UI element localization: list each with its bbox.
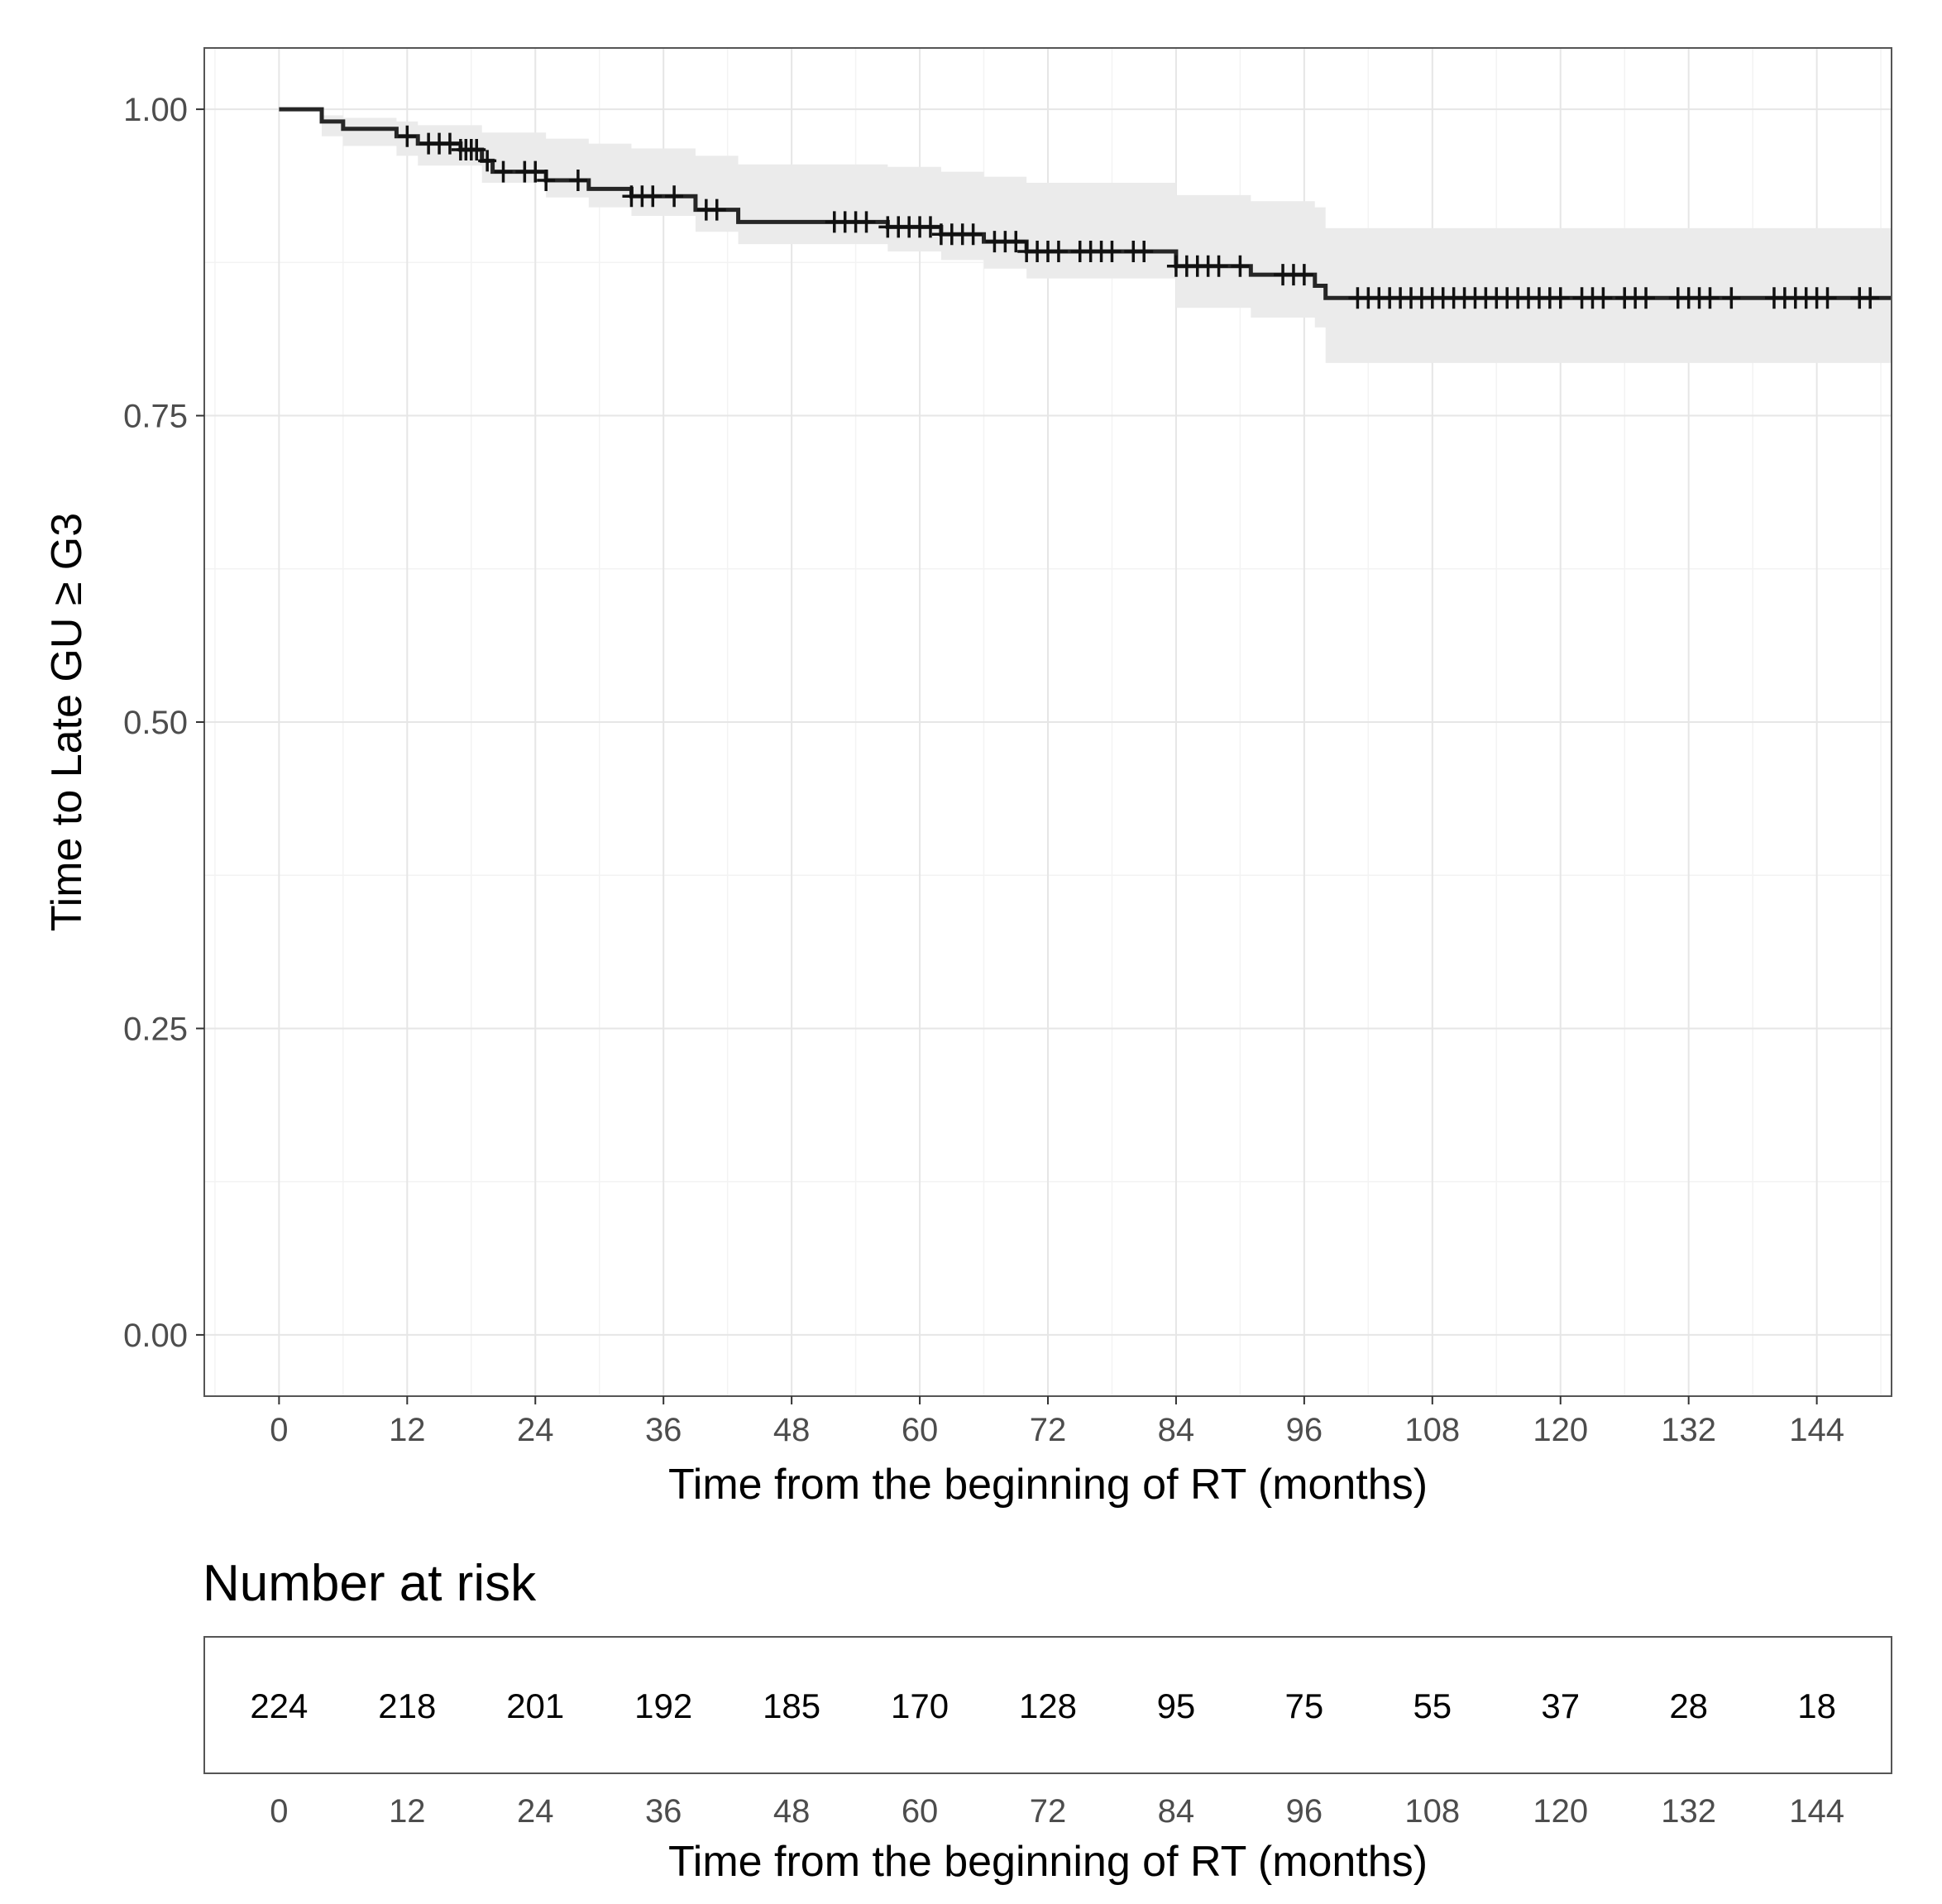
survival-curve-line xyxy=(279,107,1892,300)
censor-mark xyxy=(964,223,983,246)
censor-mark xyxy=(1103,240,1122,262)
risk-count: 75 xyxy=(1285,1686,1324,1725)
x-tick-label: 120 xyxy=(1533,1412,1588,1448)
censor-mark xyxy=(1209,255,1228,277)
x-tick-label: 0 xyxy=(270,1412,288,1448)
censor-mark xyxy=(1818,287,1837,309)
censor-mark xyxy=(921,216,940,238)
risk-count: 28 xyxy=(1669,1686,1708,1725)
risk-table-title: Number at risk xyxy=(203,1555,537,1612)
censor-mark xyxy=(1861,287,1880,309)
x-axis-title: Time from the beginning of RT (months) xyxy=(668,1461,1428,1509)
censor-mark xyxy=(1294,264,1313,286)
risk-count: 170 xyxy=(891,1686,949,1725)
risk-x-tick-label: 36 xyxy=(645,1793,682,1830)
censor-mark xyxy=(1007,231,1026,253)
risk-table: Number at risk 224 218 201 192 185 170 128 95 75… xyxy=(203,1555,1892,1886)
risk-count: 128 xyxy=(1019,1686,1077,1725)
censor-mark xyxy=(1637,287,1656,309)
risk-x-tick-label: 0 xyxy=(270,1793,288,1830)
x-tick-label: 144 xyxy=(1789,1412,1844,1448)
x-tick-label: 48 xyxy=(773,1412,811,1448)
censor-marks xyxy=(398,125,1880,309)
y-axis-ticks: 0.00 0.25 0.50 0.75 1.00 xyxy=(123,92,204,1354)
risk-count: 55 xyxy=(1413,1686,1452,1725)
y-tick-label: 0.75 xyxy=(123,399,188,435)
risk-count: 185 xyxy=(763,1686,820,1725)
censor-mark xyxy=(707,199,726,221)
censor-mark xyxy=(1135,240,1154,262)
censor-mark xyxy=(1049,240,1068,262)
risk-x-tick-label: 60 xyxy=(902,1793,939,1830)
risk-x-tick-label: 24 xyxy=(517,1793,554,1830)
censor-mark xyxy=(665,185,684,208)
survival-curve xyxy=(279,107,1892,300)
risk-count: 224 xyxy=(250,1686,308,1725)
x-tick-label: 36 xyxy=(645,1412,682,1448)
y-tick-label: 0.50 xyxy=(123,705,188,741)
risk-x-axis-title: Time from the beginning of RT (months) xyxy=(668,1838,1428,1886)
risk-count: 37 xyxy=(1541,1686,1580,1725)
risk-x-tick-label: 12 xyxy=(389,1793,426,1830)
survival-plot-panel: 0 12 24 36 48 60 72 84 96 108 120 132 144 0.000.250.… xyxy=(43,47,1892,1509)
risk-count: 218 xyxy=(378,1686,436,1725)
censor-mark xyxy=(398,125,417,147)
censor-mark xyxy=(857,211,876,233)
x-tick-label: 84 xyxy=(1158,1412,1195,1448)
x-tick-label: 132 xyxy=(1661,1412,1716,1448)
risk-x-tick-label: 144 xyxy=(1789,1793,1844,1830)
censor-mark xyxy=(467,138,486,160)
risk-count: 95 xyxy=(1157,1686,1196,1725)
censor-mark xyxy=(1722,287,1741,309)
x-tick-label: 72 xyxy=(1030,1412,1067,1448)
risk-x-tick-label: 108 xyxy=(1404,1793,1460,1830)
x-tick-label: 60 xyxy=(902,1412,939,1448)
risk-x-tick-label: 72 xyxy=(1030,1793,1067,1830)
risk-x-tick-label: 48 xyxy=(773,1793,811,1830)
risk-counts: 224 218 201 192 185 170 128 95 75 55 37 28 18 xyxy=(250,1686,1836,1725)
censor-mark xyxy=(1231,255,1250,277)
censor-mark xyxy=(478,150,497,172)
censor-mark xyxy=(643,185,662,208)
censor-mark xyxy=(537,170,556,192)
x-tick-label: 96 xyxy=(1286,1412,1323,1448)
x-tick-label: 12 xyxy=(389,1412,426,1448)
y-axis-title: Time to Late GU ≥ G3 xyxy=(43,513,91,931)
censor-mark xyxy=(494,160,513,183)
risk-x-tick-label: 96 xyxy=(1286,1793,1323,1830)
censor-mark xyxy=(568,170,587,192)
censor-mark xyxy=(1700,287,1720,309)
censor-mark xyxy=(526,160,545,183)
censor-mark xyxy=(1551,287,1570,309)
risk-count: 192 xyxy=(634,1686,692,1725)
x-axis-ticks: 0 12 24 36 48 60 72 84 96 108 120 132 144 xyxy=(270,1396,1844,1448)
risk-x-tick-label: 132 xyxy=(1661,1793,1716,1830)
x-tick-label: 108 xyxy=(1404,1412,1460,1448)
risk-x-tick-label: 84 xyxy=(1158,1793,1195,1830)
risk-x-tick-label: 120 xyxy=(1533,1793,1588,1830)
censor-mark xyxy=(440,132,459,155)
censor-mark xyxy=(1594,287,1613,309)
y-tick-label: 0.00 xyxy=(123,1318,188,1354)
risk-table-box xyxy=(203,1636,1892,1774)
risk-x-axis-ticks: 0 12 24 36 48 60 72 84 96 108 120 132 144 xyxy=(270,1793,1844,1830)
risk-count: 201 xyxy=(506,1686,564,1725)
y-tick-label: 1.00 xyxy=(123,92,188,128)
risk-count: 18 xyxy=(1797,1686,1836,1725)
y-tick-label: 0.25 xyxy=(123,1011,188,1047)
x-tick-label: 24 xyxy=(517,1412,554,1448)
